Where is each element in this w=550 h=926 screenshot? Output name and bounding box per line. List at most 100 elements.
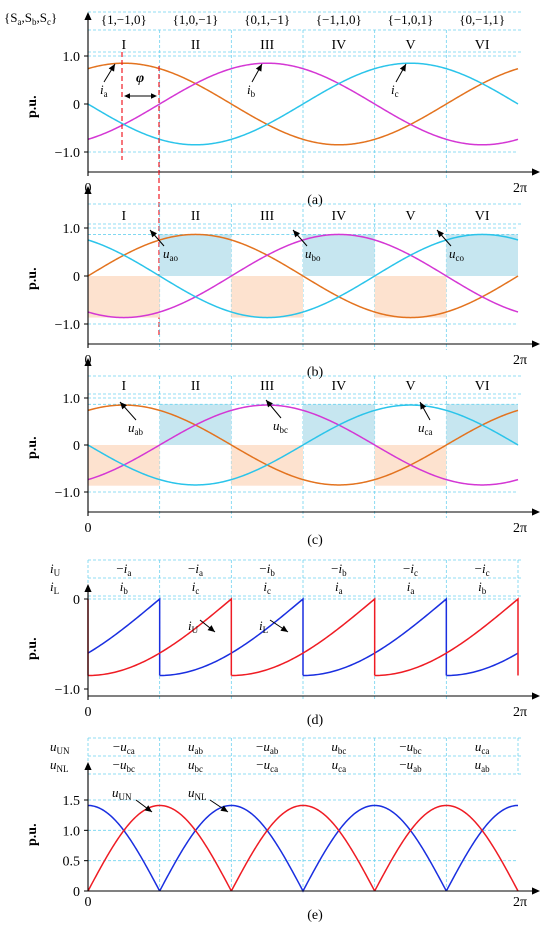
series-iU [87,597,519,677]
switching-state-4: {−1,0,1} [388,12,434,27]
row1-cell-e-3: ubc [331,739,346,756]
label-arrow-uao-head [150,230,157,238]
y-tick-label-a-2: −1.0 [55,146,80,161]
y-tick-label-b-0: 1.0 [63,222,81,237]
header-label: {Sa,Sb,Sc} [4,10,57,27]
phi-arrow-left [124,93,130,99]
x-axis-c-arrow [532,508,540,516]
switching-state-5: {0,−1,1} [459,12,505,27]
series-ib [87,62,519,146]
sector-label-c-0: I [121,379,126,394]
sector-label-c-3: IV [331,379,346,394]
label-uUN: uUN [112,785,132,802]
y-tick-label-e-1: 1.0 [63,824,81,839]
sector-label-b-2: III [260,209,274,224]
row-label-d-0: iU [50,561,61,578]
label-ia: ia [100,82,108,99]
label-arrow-uUN-head [144,805,152,812]
x-axis-b-arrow [532,340,540,348]
phi-arrow-right [151,93,157,99]
sector-label-a-5: VI [475,38,490,53]
row2-cell-e-4: −uab [399,757,422,774]
row1-cell-d-2: −ib [259,561,275,578]
x-tick-label-e-1: 2π [513,895,527,910]
caption-e: (e) [307,908,323,923]
row1-cell-d-4: −ic [403,561,418,578]
shade-orange-b-2 [231,276,303,318]
y-tick-label-e-3: 0 [73,885,80,900]
y-axis-label-a: p.u. [25,95,40,118]
y-axis-label-d: p.u. [25,637,40,660]
sector-label-c-4: V [405,379,415,394]
y-tick-label-d-0: 0 [73,593,80,608]
label-uco: uco [449,246,464,263]
row2-cell-e-5: uab [475,757,490,774]
x-tick-label-d-0: 0 [85,705,92,720]
caption-d: (d) [307,713,324,728]
series-uab [87,404,519,486]
switching-state-0: {1,−1,0} [101,12,147,27]
sector-label-b-3: IV [331,209,346,224]
series-ic [87,62,519,146]
label-ib: ib [247,82,256,99]
switching-state-3: {−1,1,0} [316,12,362,27]
label-arrow-ib-head [255,64,262,72]
row2-cell-d-3: ia [335,579,343,596]
y-axis-label-c: p.u. [25,436,40,459]
label-uNL: uNL [188,785,207,802]
sector-label-a-0: I [121,38,126,53]
shade-blue-b-5 [446,234,518,276]
label-uao: uao [163,246,178,263]
sector-label-c-2: III [260,379,274,394]
label-ubo: ubo [305,246,321,263]
x-tick-label-e-0: 0 [85,895,92,910]
series-uca [87,404,519,486]
series-ubc [87,404,519,486]
x-axis-d-arrow [532,692,540,700]
sector-label-b-1: II [191,209,201,224]
label-arrow-uco-head [437,230,444,238]
sector-label-c-5: VI [475,379,490,394]
x-tick-label-a-1: 2π [513,181,527,196]
sector-label-b-4: V [405,209,415,224]
label-arrow-ic-head [399,64,406,72]
x-tick-label-c-0: 0 [85,521,92,536]
y-tick-label-c-0: 1.0 [63,392,81,407]
label-iU: iU [188,618,199,635]
caption-a: (a) [307,193,323,208]
y-tick-label-e-2: 0.5 [63,855,81,870]
label-uca: uca [418,420,433,437]
y-tick-label-a-1: 0 [73,98,80,113]
row2-cell-d-1: ic [192,579,200,596]
y-tick-label-b-1: 0 [73,270,80,285]
label-arrow-ubc-head [266,400,273,408]
shade-orange-b-0 [88,276,160,318]
caption-c: (c) [307,533,323,548]
series-ubo [87,233,519,319]
label-arrow-uab-head [120,402,128,410]
sector-label-a-2: III [260,38,274,53]
y-axis-e-arrow [84,762,92,770]
series-uao [87,233,519,319]
label-ic: ic [391,82,399,99]
sector-label-c-1: II [191,379,201,394]
shade-orange-b-4 [374,276,447,318]
y-axis-c-arrow [84,358,92,366]
y-axis-label-e: p.u. [25,823,40,846]
label-arrow-iL-head [280,625,288,632]
y-tick-label-d-1: −1.0 [55,683,80,698]
row1-cell-e-0: −uca [113,739,135,756]
row-label-d-1: iL [50,579,59,596]
row2-cell-e-0: −ubc [113,757,135,774]
row1-cell-e-2: −uab [256,739,279,756]
y-axis-label-b: p.u. [25,267,40,290]
row2-cell-d-0: ib [120,579,129,596]
row-label-e-1: uNL [50,757,69,774]
label-uab: uab [128,420,143,437]
y-tick-label-c-2: −1.0 [55,486,80,501]
caption-b: (b) [307,365,324,380]
row1-cell-e-4: −ubc [399,739,421,756]
row1-cell-e-5: uca [475,739,490,756]
row2-cell-d-5: ib [478,579,487,596]
